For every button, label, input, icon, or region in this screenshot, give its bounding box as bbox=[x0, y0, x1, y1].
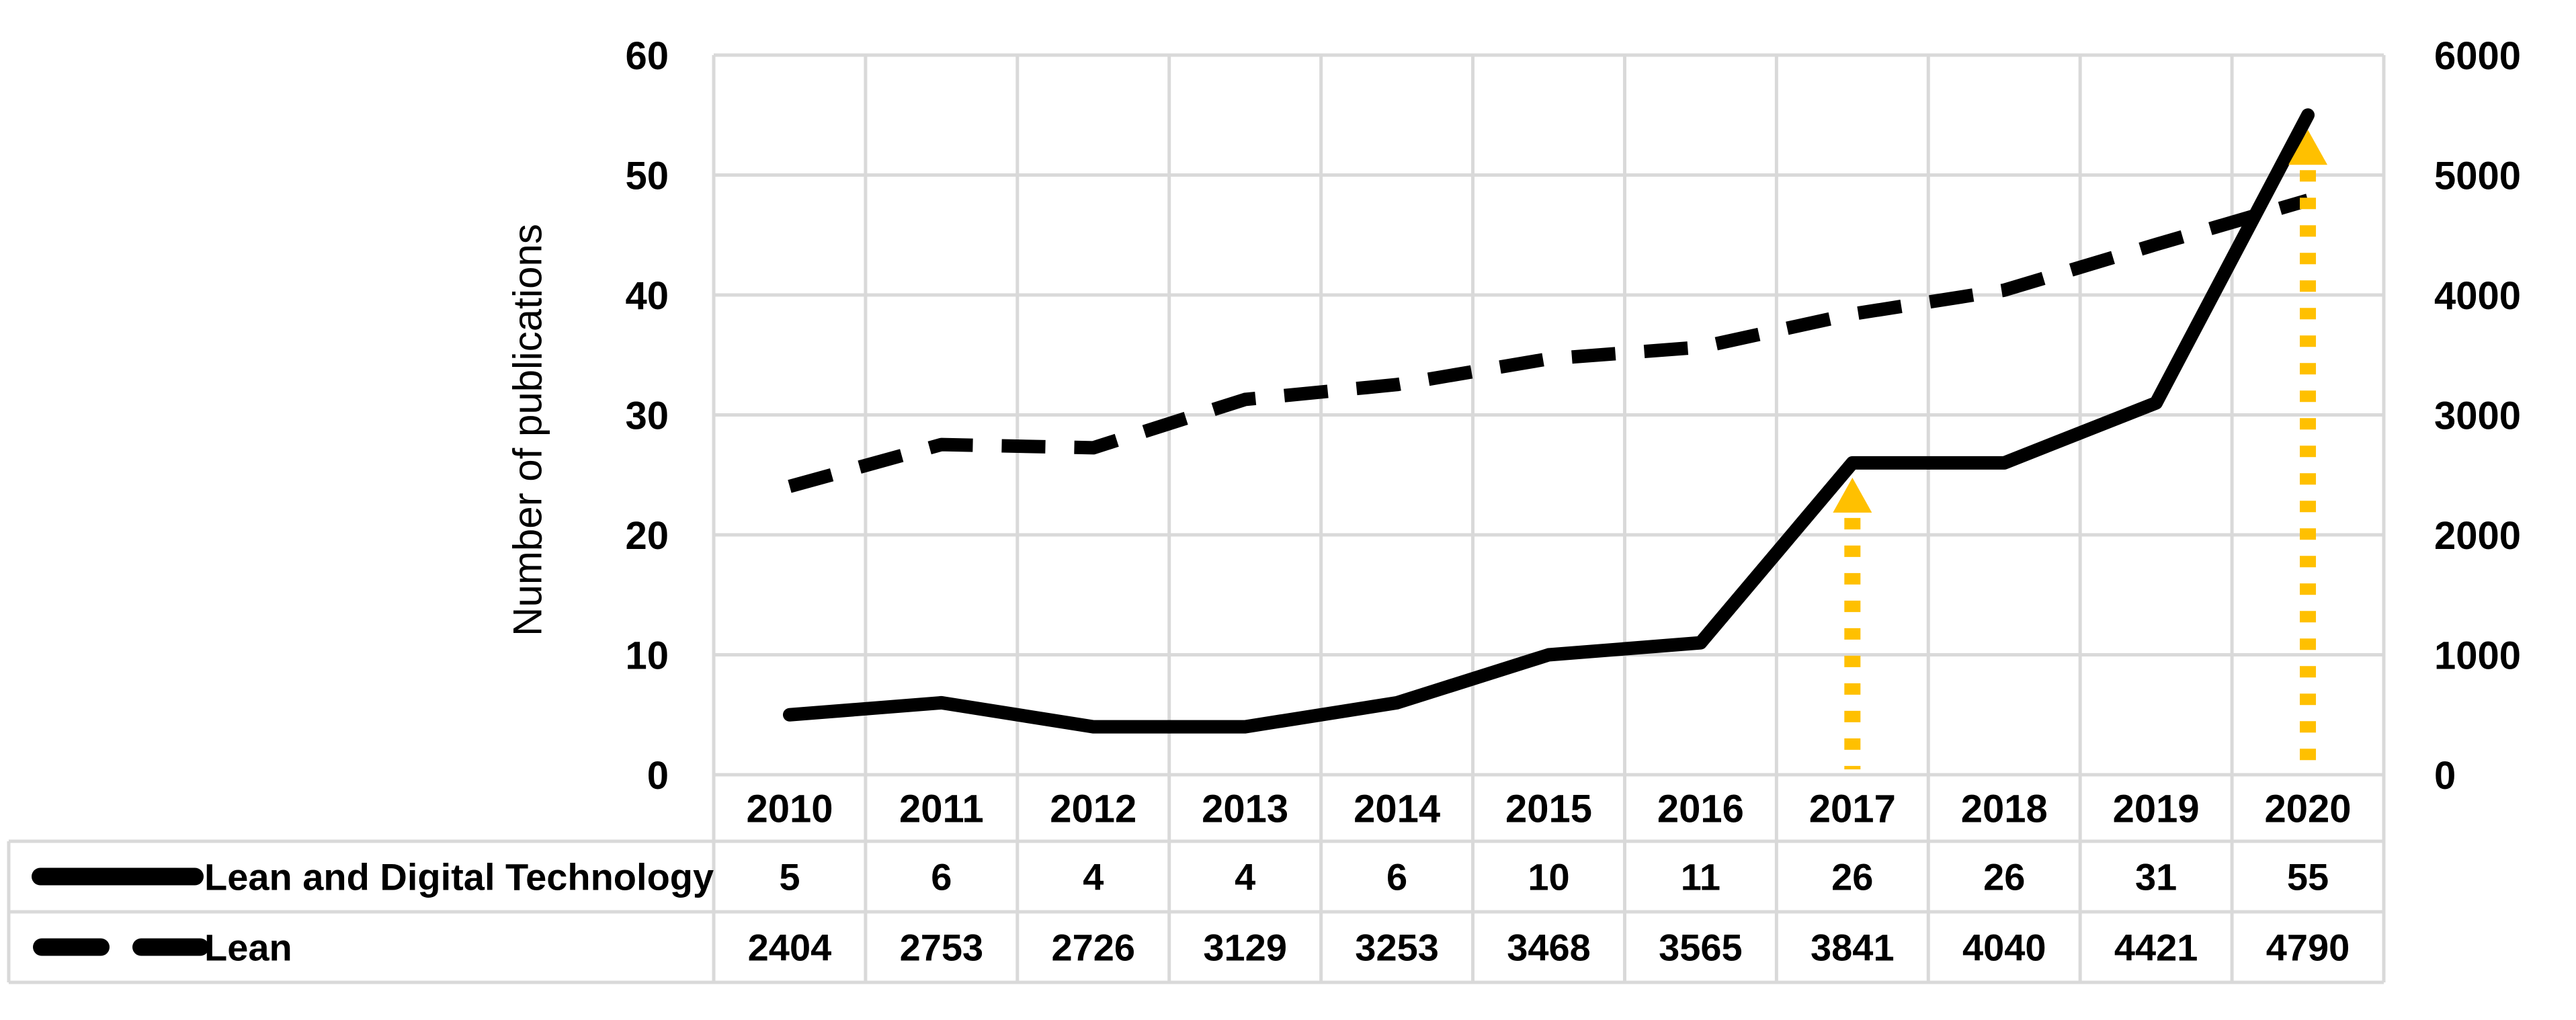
year-label: 2014 bbox=[1354, 788, 1440, 831]
table-value: 3841 bbox=[1811, 927, 1895, 969]
year-label: 2015 bbox=[1505, 788, 1592, 831]
year-label: 2020 bbox=[2265, 788, 2352, 831]
table-value: 4040 bbox=[1962, 927, 2046, 969]
legend-label: Lean and Digital Technology bbox=[204, 856, 714, 898]
right-axis-tick: 4000 bbox=[2434, 274, 2521, 318]
legend-label: Lean bbox=[204, 927, 292, 969]
right-axis-tick: 2000 bbox=[2434, 514, 2521, 558]
series-line-dashed bbox=[788, 194, 2310, 493]
right-axis-tick: 6000 bbox=[2434, 34, 2521, 78]
table-value: 10 bbox=[1528, 856, 1569, 898]
table-value: 6 bbox=[931, 856, 952, 898]
table-value: 2726 bbox=[1051, 927, 1135, 969]
table-value: 11 bbox=[1681, 856, 1720, 898]
arrow-up-icon bbox=[1833, 477, 1872, 513]
table-value: 3253 bbox=[1355, 927, 1439, 969]
year-label: 2019 bbox=[2113, 788, 2200, 831]
right-axis-tick: 0 bbox=[2434, 754, 2456, 798]
left-axis-tick: 10 bbox=[625, 634, 669, 678]
right-axis-tick: 3000 bbox=[2434, 394, 2521, 438]
year-label: 2016 bbox=[1657, 788, 1744, 831]
year-label: 2018 bbox=[1961, 788, 2048, 831]
year-label: 2017 bbox=[1809, 788, 1896, 831]
table-value: 6 bbox=[1386, 856, 1407, 898]
table-value: 2404 bbox=[748, 927, 832, 969]
left-axis-tick: 20 bbox=[625, 514, 669, 558]
table-value: 5 bbox=[779, 856, 800, 898]
table-value: 4790 bbox=[2266, 927, 2350, 969]
left-axis-tick: 30 bbox=[625, 394, 669, 438]
year-label: 2013 bbox=[1202, 788, 1288, 831]
table-value: 26 bbox=[1983, 856, 2025, 898]
right-axis-tick: 1000 bbox=[2434, 634, 2521, 678]
series-line-solid bbox=[782, 108, 2315, 734]
table-value: 3468 bbox=[1507, 927, 1591, 969]
table-value: 4421 bbox=[2114, 927, 2198, 969]
left-axis-tick: 40 bbox=[625, 274, 669, 318]
table-value: 4 bbox=[1235, 856, 1255, 898]
left-axis-tick: 0 bbox=[647, 754, 669, 798]
year-label: 2010 bbox=[746, 788, 833, 831]
table-value: 55 bbox=[2287, 856, 2329, 898]
right-axis-tick: 5000 bbox=[2434, 155, 2521, 198]
table-value: 31 bbox=[2135, 856, 2177, 898]
year-label: 2012 bbox=[1050, 788, 1136, 831]
table-value: 3129 bbox=[1203, 927, 1287, 969]
left-axis-tick: 50 bbox=[625, 155, 669, 198]
year-label: 2011 bbox=[899, 788, 984, 831]
table-value: 26 bbox=[1831, 856, 1873, 898]
table-value: 2753 bbox=[900, 927, 984, 969]
arrow-up-icon bbox=[2288, 130, 2328, 165]
left-axis-tick: 60 bbox=[625, 34, 669, 78]
table-value: 3565 bbox=[1659, 927, 1743, 969]
table-value: 4 bbox=[1083, 856, 1104, 898]
